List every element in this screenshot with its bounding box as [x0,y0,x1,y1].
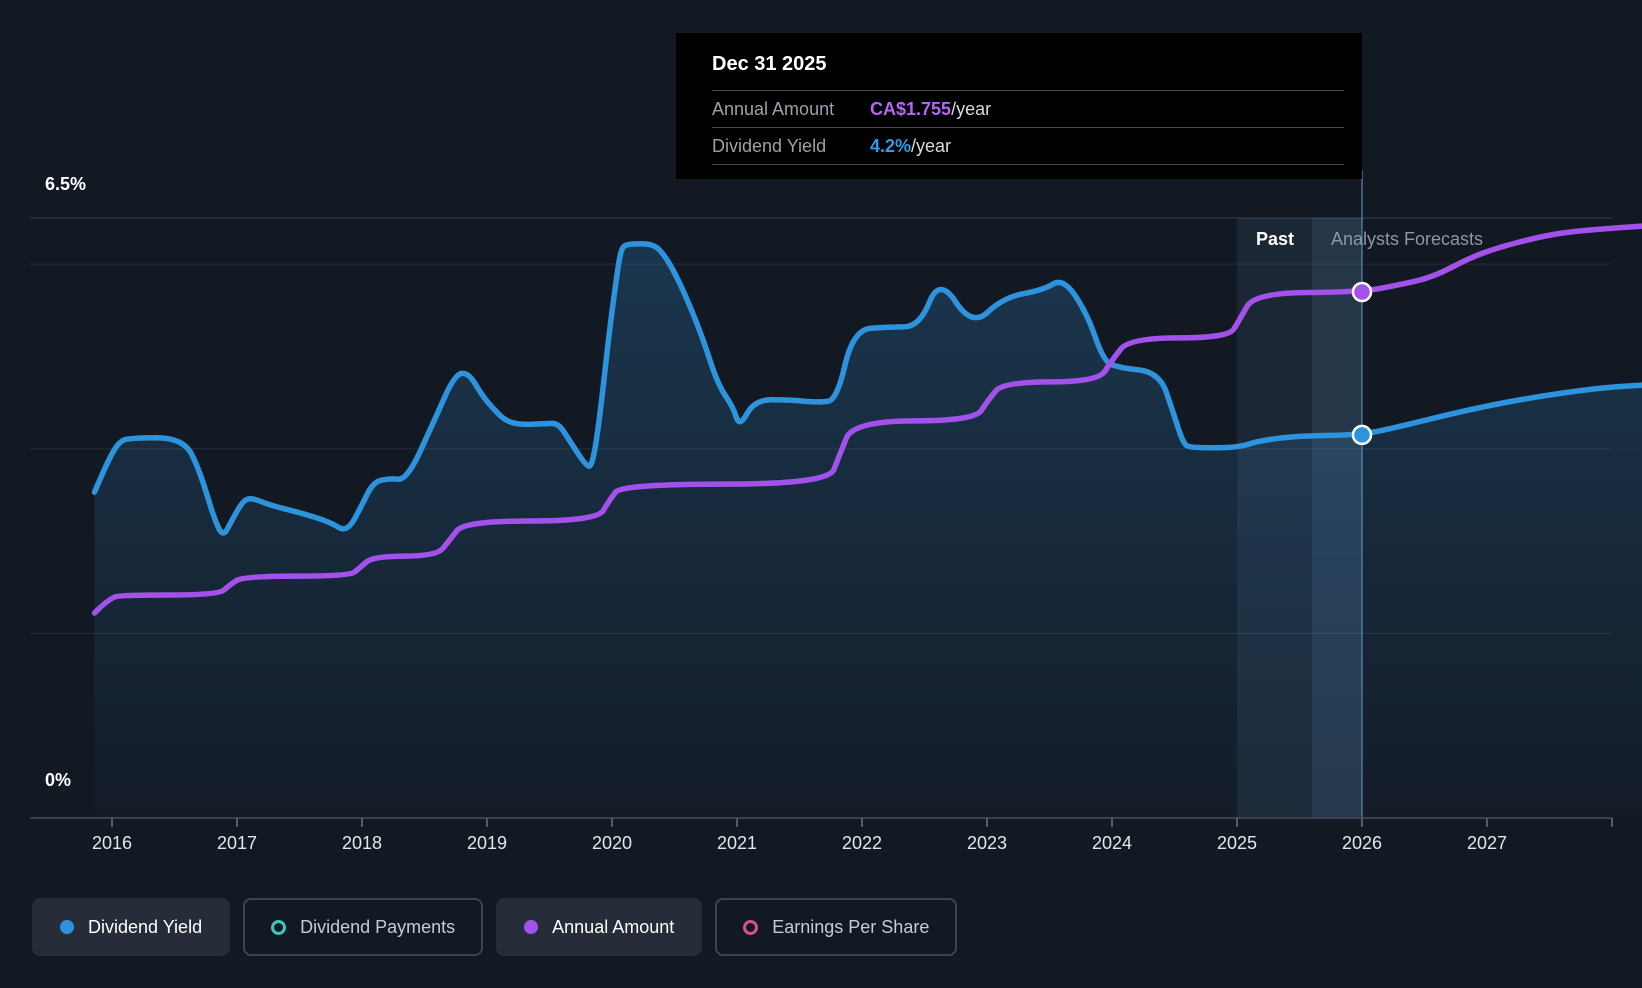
chart-tooltip: Dec 31 2025 Annual Amount CA$1.755/year Di… [676,33,1362,179]
legend-pill-earnings-per-share[interactable]: Earnings Per Share [715,898,958,956]
legend-pill-label: Dividend Payments [300,916,456,937]
marker-dividend-yield [1351,424,1373,446]
tooltip-row-label: Dividend Yield [712,135,827,156]
x-axis-label: 2021 [716,833,758,853]
highlight-band [1237,218,1362,818]
highlight-band [1312,218,1362,818]
tooltip-date: Dec 31 2025 [712,53,827,75]
x-axis-label: 2017 [216,833,258,853]
x-axis-label: 2016 [91,833,133,853]
tooltip-row-value: 4.2% [870,135,912,156]
legend-pill-dividend-yield[interactable]: Dividend Yield [32,898,231,956]
tooltip-row-value: CA$1.755 [870,98,952,119]
x-axis-label: 2023 [966,833,1008,853]
x-axis-label: 2027 [1466,833,1508,853]
tooltip-rows: Annual Amount CA$1.755/year Dividend Yield… [712,90,1344,165]
dividend-yield-area-fill [94,243,1642,819]
x-axis-label: 2025 [1216,833,1258,853]
dividend-yield-dot-icon [60,920,74,934]
y-axis-top-label: 6.5% [45,174,87,194]
past-label: Past [1255,229,1295,249]
legend-pill-label: Dividend Yield [88,916,203,937]
legend-pill-label: Annual Amount [552,916,675,937]
chart-legend: Dividend Yield Dividend Payments Annual Am… [32,898,958,956]
x-axis-label: 2020 [591,833,633,853]
x-axis-label: 2019 [466,833,508,853]
analysts-forecasts-label: Analysts Forecasts [1331,229,1484,249]
x-axis-label: 2018 [341,833,383,853]
dividend-yield-line [91,241,1642,536]
dividend-payments-dot-icon [271,919,287,935]
legend-pill-dividend-payments[interactable]: Dividend Payments [243,898,484,956]
x-axis-label: 2022 [841,833,883,853]
tooltip-row: Dividend Yield 4.2%/year [712,127,1344,164]
x-axis-label: 2024 [1091,833,1133,853]
tooltip-row: Annual Amount CA$1.755/year [712,90,1344,127]
earnings-per-share-dot-icon [743,919,759,935]
y-axis-bottom-label: 0% [45,770,72,790]
legend-pill-annual-amount[interactable]: Annual Amount [496,898,703,956]
annual-amount-line [91,223,1642,616]
tooltip-row-label: Annual Amount [712,98,835,119]
tooltip-row-suffix: /year [951,98,992,119]
tooltip-row-suffix: /year [911,135,952,156]
marker-annual-amount [1351,281,1373,303]
legend-pill-label: Earnings Per Share [772,916,930,937]
annual-amount-dot-icon [524,920,539,934]
x-axis-label: 2026 [1341,833,1383,853]
